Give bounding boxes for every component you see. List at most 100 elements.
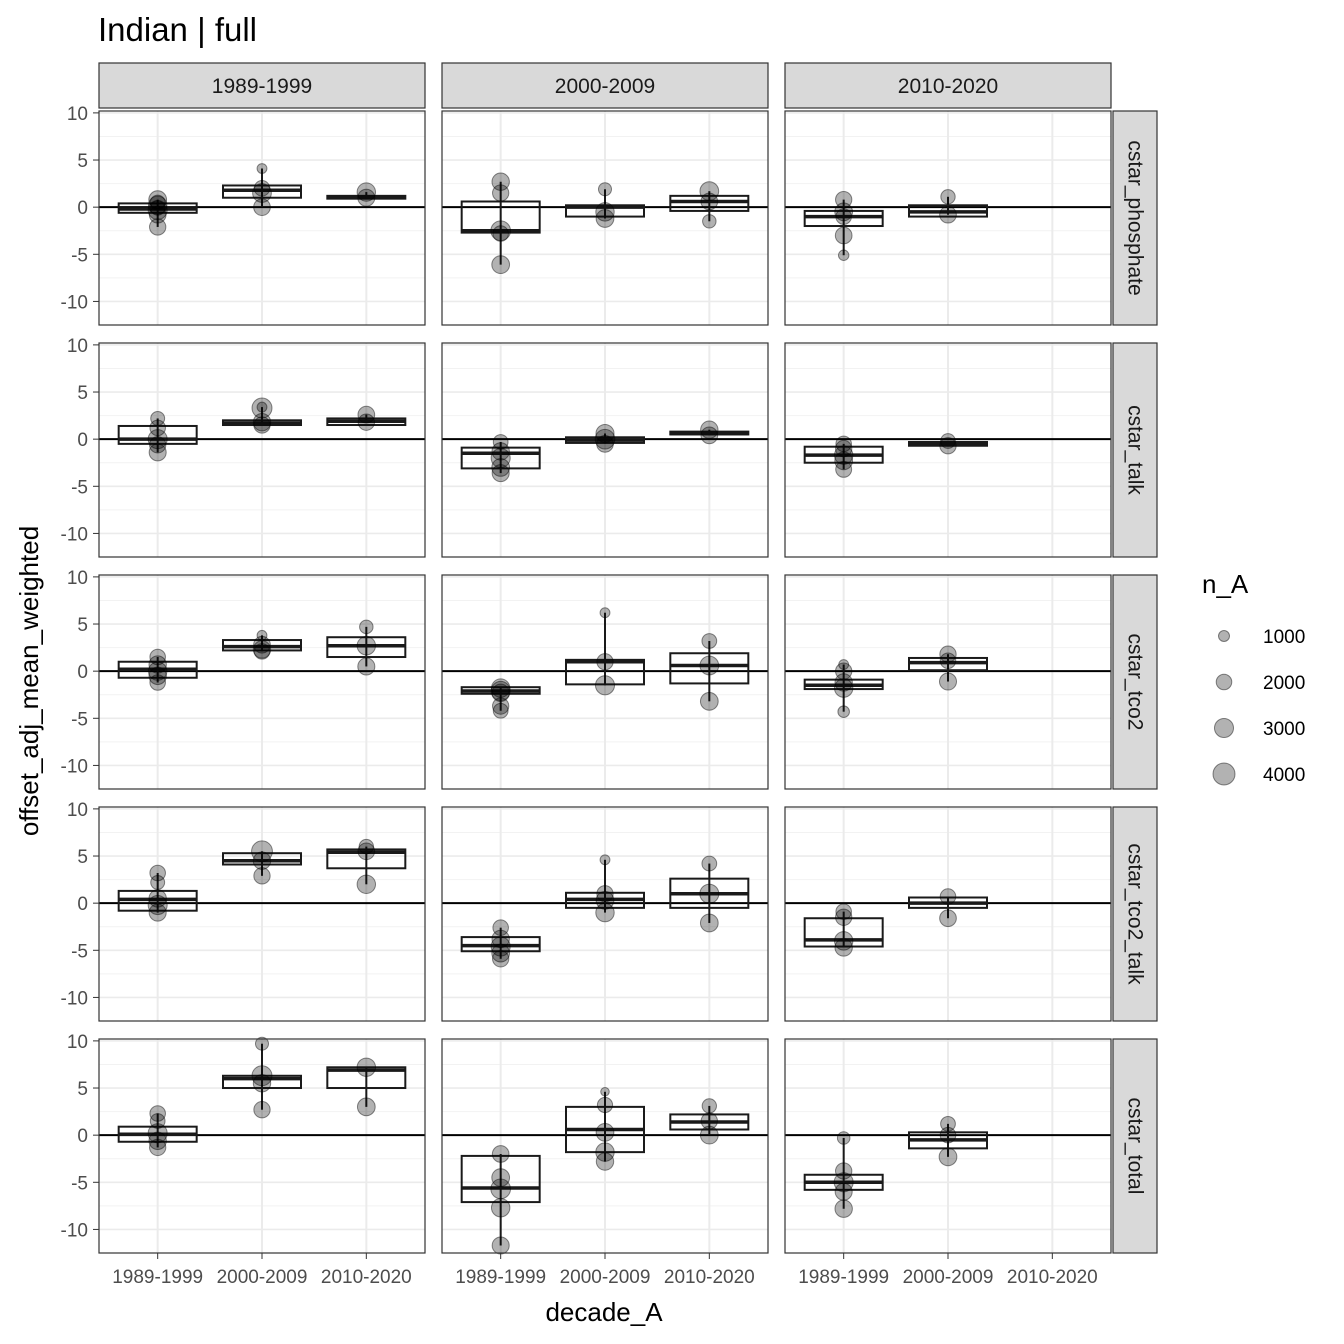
column-strip xyxy=(784,62,1112,109)
data-point xyxy=(701,855,718,872)
data-point xyxy=(252,851,272,870)
data-point xyxy=(490,1198,511,1218)
data-point xyxy=(491,458,511,477)
box-group xyxy=(117,410,198,462)
row-strip-label: cstar_tco2_talk xyxy=(1124,843,1147,985)
facet-panel xyxy=(98,342,426,558)
column-strip-label: 2010-2020 xyxy=(898,75,998,98)
y-tick-label: -10 xyxy=(61,524,88,545)
data-point xyxy=(253,635,271,654)
y-tick-label: -10 xyxy=(61,756,88,777)
y-tick-label: 0 xyxy=(77,198,88,219)
panel-border xyxy=(441,342,769,558)
box-group xyxy=(460,678,541,719)
data-point xyxy=(700,426,719,445)
facet-panel xyxy=(98,1036,426,1254)
data-point xyxy=(252,412,272,432)
box-group xyxy=(222,840,302,885)
data-point xyxy=(599,854,611,866)
data-point xyxy=(148,666,167,686)
box-group xyxy=(565,1087,645,1171)
box-group xyxy=(326,619,407,676)
column-strip-label: 2000-2009 xyxy=(555,75,655,98)
data-point xyxy=(835,190,853,209)
data-point xyxy=(357,405,376,424)
data-point xyxy=(600,1087,610,1097)
data-point xyxy=(834,1182,853,1201)
facet-panel xyxy=(98,574,426,790)
data-point xyxy=(147,895,168,916)
data-point xyxy=(833,678,854,698)
data-point xyxy=(149,218,167,236)
y-tick-label: 5 xyxy=(77,615,88,636)
data-point xyxy=(491,172,510,191)
data-point xyxy=(490,680,511,701)
box-group xyxy=(460,1145,541,1255)
data-point xyxy=(599,607,611,619)
data-point xyxy=(595,209,615,228)
y-tick-label: -10 xyxy=(61,1220,88,1241)
data-point xyxy=(150,410,166,426)
legend-label: 4000 xyxy=(1263,765,1305,786)
row-strip-label: cstar_tco2 xyxy=(1124,634,1147,731)
data-point xyxy=(356,1097,376,1117)
panel-border xyxy=(784,574,1112,790)
facet-panel xyxy=(784,110,1112,326)
box-group xyxy=(326,182,407,207)
data-point xyxy=(491,442,510,461)
data-point xyxy=(147,199,168,221)
data-point xyxy=(490,447,511,469)
row-strip xyxy=(1112,574,1158,790)
y-tick-label: -5 xyxy=(71,709,88,730)
data-point xyxy=(149,674,166,691)
legend-key-circle xyxy=(1213,717,1235,739)
data-point xyxy=(149,1138,167,1157)
x-tick-label: 1989-1999 xyxy=(798,1267,889,1288)
column-strip xyxy=(98,62,426,109)
legend-title: n_A xyxy=(1202,569,1249,599)
data-point xyxy=(938,672,958,691)
facet-panel xyxy=(784,342,1112,558)
data-point xyxy=(357,842,376,861)
box-group xyxy=(803,903,884,957)
y-tick-label: -10 xyxy=(61,292,88,313)
data-point xyxy=(837,249,850,261)
data-point xyxy=(148,190,168,209)
y-tick-label: 10 xyxy=(67,800,88,821)
facet-panel xyxy=(441,342,769,558)
box-group xyxy=(669,855,750,933)
data-point xyxy=(595,423,615,444)
data-point xyxy=(836,1131,851,1145)
box-group xyxy=(326,1057,407,1117)
box-group xyxy=(326,405,407,431)
data-point xyxy=(595,890,615,910)
data-point xyxy=(595,202,615,222)
data-point xyxy=(939,205,957,224)
data-point xyxy=(491,1145,510,1163)
legend-label: 3000 xyxy=(1263,719,1305,740)
data-point xyxy=(835,1162,853,1180)
facet-panel xyxy=(441,1038,769,1255)
data-point xyxy=(835,908,853,926)
data-point xyxy=(834,451,854,471)
data-point xyxy=(490,220,512,242)
data-point xyxy=(940,433,956,449)
data-point xyxy=(939,437,957,455)
data-point xyxy=(147,1123,168,1144)
y-tick-label: 5 xyxy=(77,1079,88,1100)
x-tick-label: 2010-2020 xyxy=(664,1267,755,1288)
data-point xyxy=(939,645,957,663)
box-group xyxy=(803,190,884,261)
box-group xyxy=(803,659,884,718)
box-group xyxy=(565,854,645,923)
box-group xyxy=(669,633,750,711)
box-group xyxy=(326,838,407,895)
data-point xyxy=(834,1199,853,1218)
box-group xyxy=(565,607,645,696)
data-point xyxy=(149,864,166,882)
box-group xyxy=(908,189,988,224)
y-tick-label: 5 xyxy=(77,383,88,404)
data-point xyxy=(252,183,272,203)
panel-border xyxy=(441,110,769,326)
